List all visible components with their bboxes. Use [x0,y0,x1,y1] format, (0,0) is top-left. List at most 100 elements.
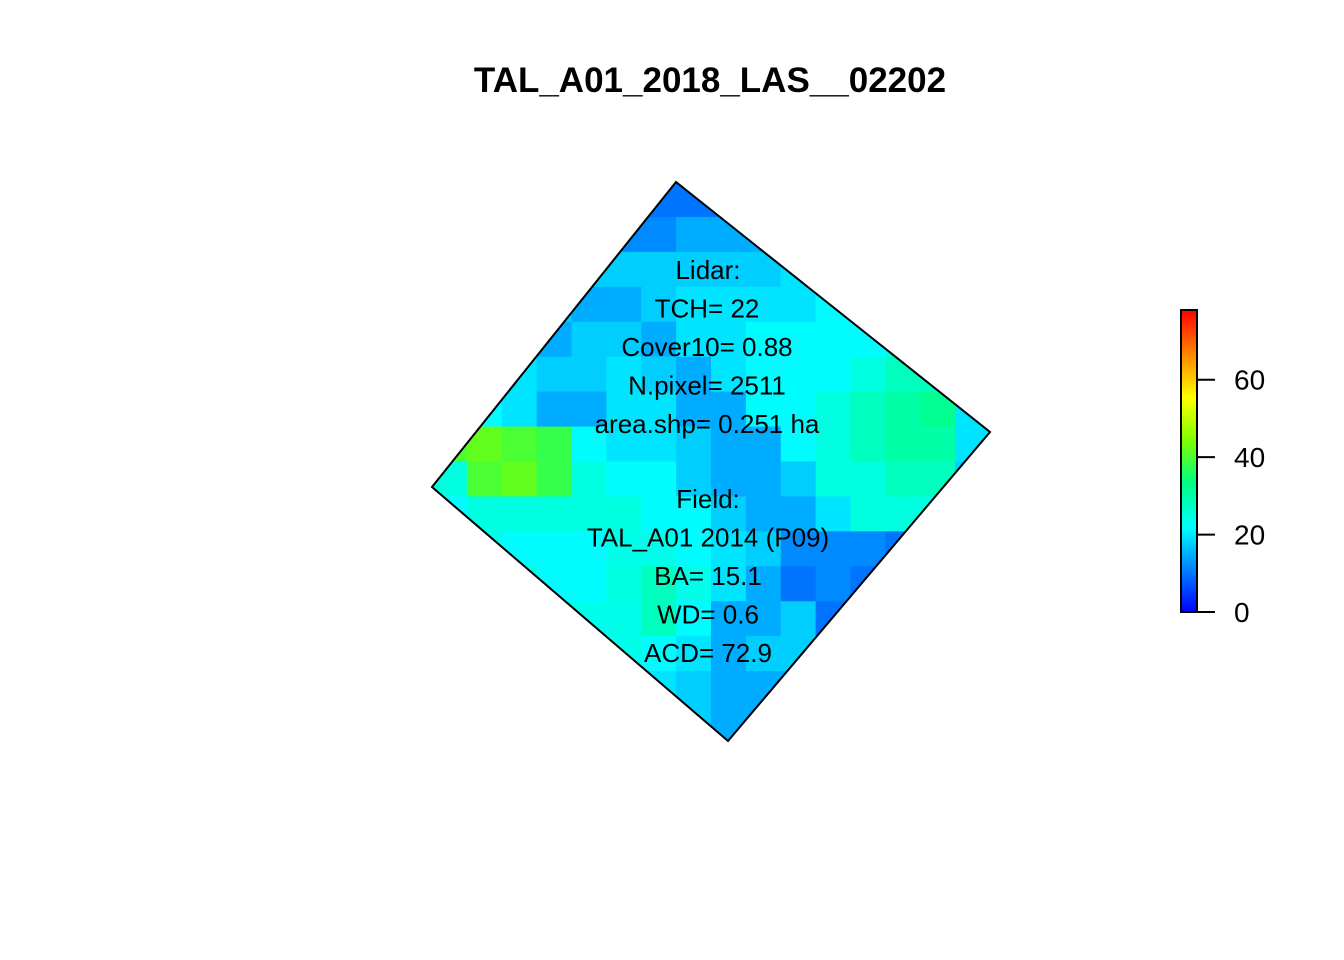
raster-cell [641,706,677,741]
raster-cell [815,182,852,218]
raster-cell [850,216,886,253]
raster-cell [850,321,886,358]
raster-cell [466,251,503,288]
raster-cell [850,356,886,393]
raster-cell [920,706,956,741]
raster-cell [606,531,642,567]
raster-cell [920,356,956,393]
plot-boundary [430,180,992,743]
raster-cell [606,671,642,707]
raster-cell [815,251,852,288]
raster-cell [955,251,990,288]
raster-cell [711,461,747,498]
raster-cell [780,636,817,672]
raster-cell [536,531,573,567]
annotation-line: WD= 0.6 [657,600,759,630]
raster-cell [815,496,852,532]
raster-cell [711,601,747,637]
raster-cell [955,321,990,358]
raster-cell [641,531,677,567]
raster-cell [920,321,956,358]
raster-cell [885,636,921,672]
raster-cell [571,531,607,567]
raster-cell [501,391,538,428]
raster-cell [432,321,468,358]
raster-cell [501,706,538,741]
raster-cell [745,636,782,672]
raster-cell [676,286,712,323]
raster-cell [571,426,607,463]
raster-cell [780,566,817,602]
raster-cell [955,356,990,393]
raster-cell [501,182,538,218]
annotation-line: Field: [676,484,740,514]
raster-cell [955,496,990,532]
annotation-line: area.shp= 0.251 ha [595,409,820,439]
raster-cell [920,426,956,463]
raster-cell [850,496,886,532]
raster-cell [815,706,852,741]
raster-cell [501,426,538,463]
raster-cell [711,321,747,358]
raster-cell [780,671,817,707]
raster-cell [606,566,642,602]
raster-cell [745,356,782,393]
raster-cell [815,321,852,358]
raster-cell [606,286,642,323]
raster-cell [432,251,468,288]
raster-cell [745,706,782,741]
colorbar-tick-label: 20 [1234,520,1265,551]
raster-cell [920,566,956,602]
raster-cell [676,636,712,672]
raster-cell [501,636,538,672]
raster-cell [571,251,607,288]
raster-cell [885,286,921,323]
raster-cell [641,461,677,498]
raster-cell [920,391,956,428]
raster-cell [745,216,782,253]
raster-cell [955,706,990,741]
raster-cell [745,671,782,707]
raster-cell [571,671,607,707]
plot-annotations: Lidar: TCH= 22 Cover10= 0.88 N.pixel= 2511 a… [587,255,829,668]
raster-cell [641,216,677,253]
raster-cell [536,601,573,637]
raster-cell [606,461,642,498]
raster-cell [780,531,817,567]
raster-cell [955,426,990,463]
raster-cell [466,321,503,358]
raster-cell [466,531,503,567]
raster-cell [676,391,712,428]
raster-cell [536,216,573,253]
raster-cell [920,601,956,637]
raster-cell [571,356,607,393]
raster-cell [466,601,503,637]
raster-cell [676,496,712,532]
raster-cell [571,216,607,253]
raster-cell [745,496,782,532]
raster-cell [501,251,538,288]
annotation-line: ACD= 72.9 [644,638,772,668]
raster-cell [885,391,921,428]
raster-cell [466,182,503,218]
raster-cell [466,216,503,253]
raster-cell [815,636,852,672]
raster-cell [432,706,468,741]
raster-cell [850,426,886,463]
raster-cell [606,251,642,288]
raster-cell [745,251,782,288]
raster-cell [850,391,886,428]
raster-cell [432,531,468,567]
raster-cell [571,321,607,358]
raster-cell [641,321,677,358]
raster-cell [432,216,468,253]
raster-cell [641,636,677,672]
annotation-line: BA= 15.1 [654,561,762,591]
raster-cell [466,286,503,323]
raster-cell [780,321,817,358]
raster-cell [536,671,573,707]
raster-cell [501,601,538,637]
raster-cell [466,636,503,672]
raster-cell [955,216,990,253]
colorbar-tick-label: 60 [1234,365,1265,396]
